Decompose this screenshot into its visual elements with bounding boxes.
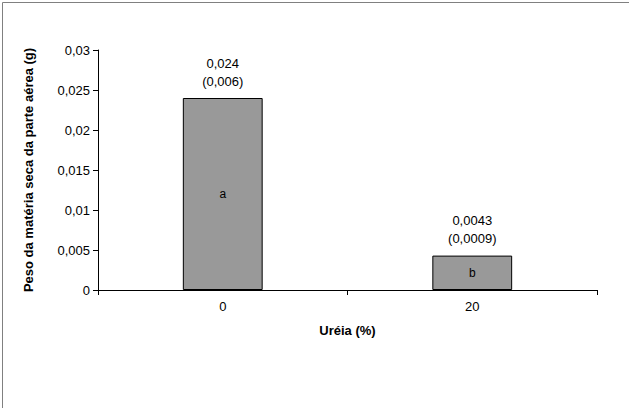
svg-text:0,005: 0,005	[57, 243, 90, 258]
svg-text:(0,0009): (0,0009)	[448, 231, 496, 246]
svg-text:0,02: 0,02	[65, 123, 90, 138]
svg-text:0: 0	[219, 299, 226, 314]
svg-text:b: b	[469, 266, 476, 280]
svg-text:(0,006): (0,006)	[202, 74, 243, 89]
svg-text:0,0043: 0,0043	[452, 213, 492, 228]
svg-text:Peso da matéria seca da parte: Peso da matéria seca da parte aérea (g)	[21, 48, 36, 292]
svg-text:Uréia (%): Uréia (%)	[319, 323, 375, 338]
svg-text:0,025: 0,025	[57, 83, 90, 98]
svg-text:0,015: 0,015	[57, 163, 90, 178]
svg-text:20: 20	[465, 299, 479, 314]
svg-text:0,03: 0,03	[65, 43, 90, 58]
svg-text:0: 0	[83, 283, 90, 298]
svg-text:0,024: 0,024	[206, 56, 239, 71]
svg-text:0,01: 0,01	[65, 203, 90, 218]
svg-text:a: a	[219, 187, 226, 201]
